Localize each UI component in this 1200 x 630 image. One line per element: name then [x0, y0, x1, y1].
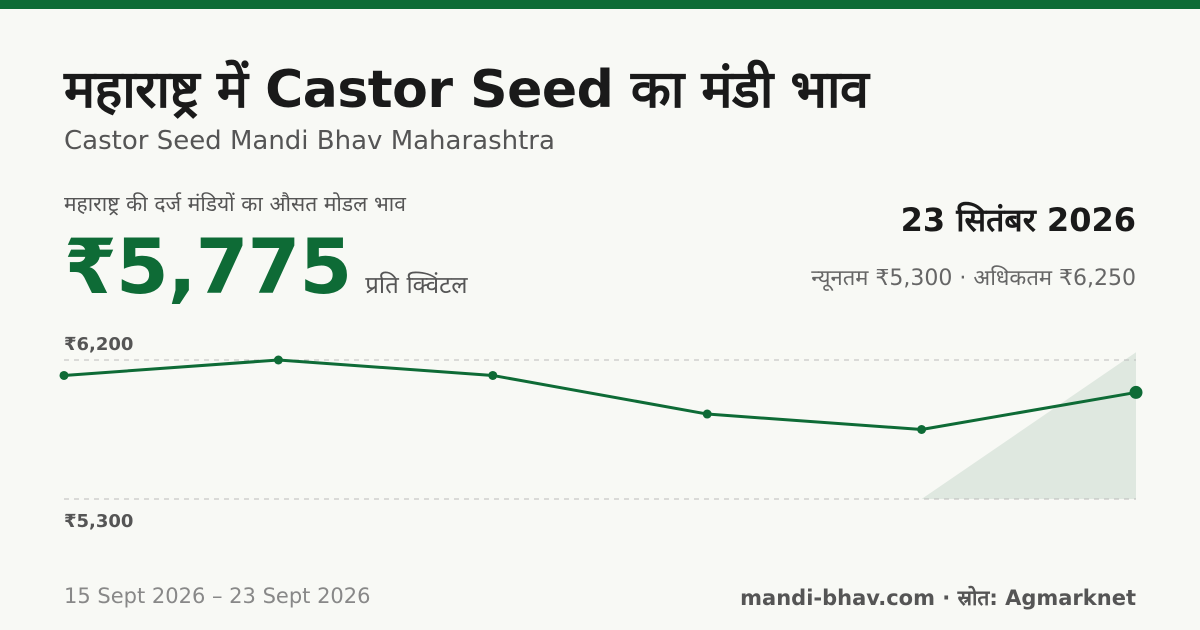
price-range: न्यूनतम ₹5,300 · अधिकतम ₹6,250 — [811, 266, 1136, 291]
average-price-caption: महाराष्ट्र की दर्ज मंडियों का औसत मोडल भ… — [64, 192, 406, 216]
y-tick-label: ₹5,300 — [64, 511, 133, 532]
page-title: महाराष्ट्र में Castor Seed का मंडी भाव — [64, 60, 869, 120]
latest-day-range-band — [921, 352, 1136, 499]
price-series-line — [62, 358, 1138, 431]
data-point — [488, 370, 498, 380]
report-date: 23 सितंबर 2026 — [900, 201, 1136, 239]
data-point — [702, 409, 712, 419]
data-point — [917, 425, 927, 434]
price-unit: प्रति क्विंटल — [365, 271, 468, 299]
data-point — [59, 370, 69, 380]
top-accent-bar — [0, 0, 1200, 9]
average-price: ₹5,775 — [64, 222, 352, 311]
y-tick-label: ₹6,200 — [64, 334, 133, 355]
page-subtitle: Castor Seed Mandi Bhav Maharashtra — [64, 126, 555, 156]
price-row: ₹5,775 प्रति क्विंटल — [64, 222, 467, 311]
price-line-chart: ₹6,200 ₹5,300 — [59, 334, 1143, 532]
footer-date-range: 15 Sept 2026 – 23 Sept 2026 — [64, 584, 371, 608]
footer-source: mandi-bhav.com · स्रोत: Agmarknet — [740, 586, 1136, 610]
latest-data-point — [1129, 385, 1143, 399]
data-point — [273, 355, 283, 365]
